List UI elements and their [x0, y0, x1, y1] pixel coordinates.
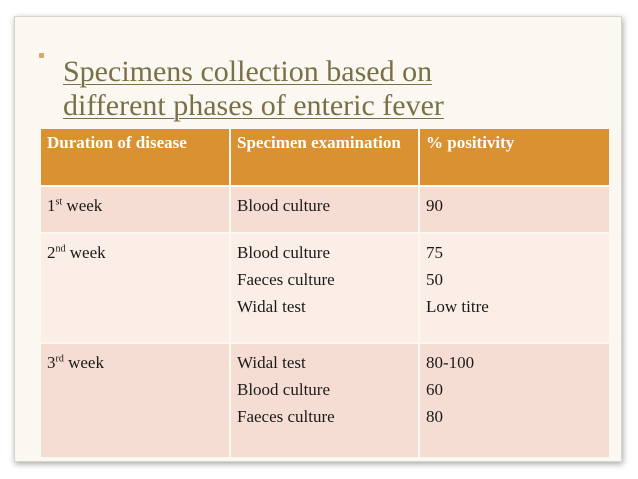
- positivity-value: 75: [426, 243, 443, 262]
- duration-cell: 1st week: [41, 185, 231, 233]
- specimen-item: Faeces culture: [237, 407, 335, 426]
- header-duration: Duration of disease: [41, 129, 231, 186]
- specimen-cell: Blood culture Faeces culture Widal test: [230, 232, 420, 343]
- slide-title: Specimens collection based on different …: [63, 55, 603, 123]
- specimen-item: Widal test: [237, 353, 306, 372]
- decorative-square: [39, 53, 44, 58]
- table-header-row: Duration of disease Specimen examination…: [41, 129, 609, 186]
- specimen-item: Faeces culture: [237, 270, 335, 289]
- specimen-item: Blood culture: [237, 380, 331, 399]
- specimen-item: Blood culture: [237, 196, 331, 215]
- week-label: week: [65, 243, 106, 262]
- duration-cell: 2nd week: [41, 232, 231, 343]
- positivity-value: 50: [426, 270, 443, 289]
- header-specimen: Specimen examination: [230, 129, 420, 186]
- positivity-value: 60: [426, 380, 443, 399]
- positivity-value: 90: [426, 196, 443, 215]
- week-number: 3: [47, 353, 56, 372]
- specimen-cell: Blood culture: [230, 185, 420, 233]
- specimen-item: Blood culture: [237, 243, 331, 262]
- table-row: 2nd week Blood culture Faeces culture Wi…: [41, 232, 609, 343]
- specimen-cell: Widal test Blood culture Faeces culture: [230, 342, 420, 457]
- specimen-item: Widal test: [237, 297, 306, 316]
- title-line-2: different phases of enteric fever: [63, 89, 444, 122]
- positivity-cell: 80-100 60 80: [419, 342, 609, 457]
- positivity-value: Low titre: [426, 297, 489, 316]
- week-ordinal: rd: [55, 353, 64, 365]
- table-row: 3rd week Widal test Blood culture Faeces…: [41, 342, 609, 457]
- positivity-cell: 90: [419, 185, 609, 233]
- week-ordinal: nd: [55, 243, 66, 255]
- title-line-1: Specimens collection based on: [63, 55, 433, 88]
- week-ordinal: st: [55, 196, 63, 208]
- week-number: 1: [47, 196, 56, 215]
- slide: Specimens collection based on different …: [14, 16, 622, 462]
- positivity-value: 80-100: [426, 353, 475, 372]
- header-positivity: % positivity: [419, 129, 609, 186]
- week-number: 2: [47, 243, 56, 262]
- table-row: 1st week Blood culture 90: [41, 185, 609, 233]
- positivity-cell: 75 50 Low titre: [419, 232, 609, 343]
- week-label: week: [63, 353, 104, 372]
- duration-cell: 3rd week: [41, 342, 231, 457]
- specimen-table: Duration of disease Specimen examination…: [41, 129, 609, 457]
- week-label: week: [62, 196, 103, 215]
- positivity-value: 80: [426, 407, 443, 426]
